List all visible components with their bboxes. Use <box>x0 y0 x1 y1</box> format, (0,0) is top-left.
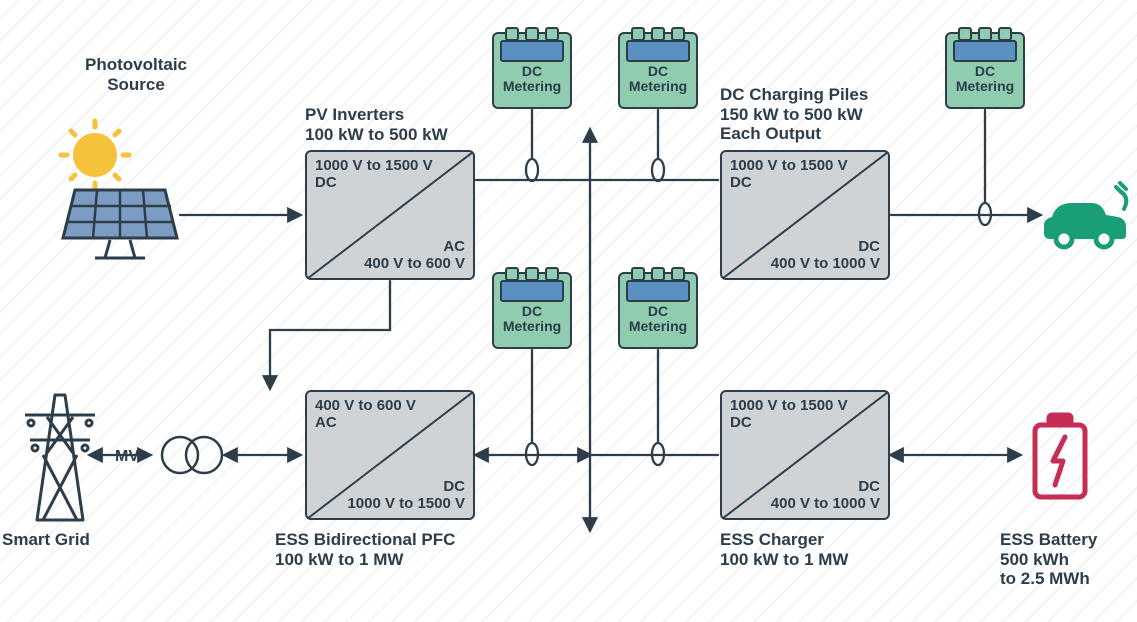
dc-meter-3-label: DC Metering <box>947 64 1023 93</box>
ess-pfc-box: 400 V to 600 V AC DC 1000 V to 1500 V <box>305 390 475 520</box>
pv-inverter-bot: AC 400 V to 600 V <box>364 239 465 272</box>
dc-piles-bot: DC 400 V to 1000 V <box>771 239 880 272</box>
dc-meter-5-label: DC Metering <box>620 304 696 333</box>
dc-meter-4-label: DC Metering <box>494 304 570 333</box>
ess-battery-label: ESS Battery 500 kWh to 2.5 MWh <box>1000 530 1097 589</box>
ess-charger-label: ESS Charger 100 kW to 1 MW <box>720 530 848 569</box>
transformer-icon <box>162 437 222 473</box>
pv-inverter-top: 1000 V to 1500 V DC <box>315 158 433 191</box>
ess-charger-box: 1000 V to 1500 V DC DC 400 V to 1000 V <box>720 390 890 520</box>
ess-pfc-label: ESS Bidirectional PFC 100 kW to 1 MW <box>275 530 455 569</box>
dc-meter-1: DC Metering <box>492 32 572 109</box>
dc-meter-4: DC Metering <box>492 272 572 349</box>
dc-meter-1-label: DC Metering <box>494 64 570 93</box>
dc-meter-5: DC Metering <box>618 272 698 349</box>
dc-piles-label: DC Charging Piles 150 kW to 500 kW Each … <box>720 85 868 144</box>
ess-pfc-bot: DC 1000 V to 1500 V <box>347 479 465 512</box>
smart-grid-label: Smart Grid <box>2 530 90 550</box>
ess-pfc-top: 400 V to 600 V AC <box>315 398 416 431</box>
battery-icon <box>1035 415 1085 497</box>
pv-panel-icon <box>63 190 177 258</box>
ess-charger-top: 1000 V to 1500 V DC <box>730 398 848 431</box>
pv-inverter-box: 1000 V to 1500 V DC AC 400 V to 600 V <box>305 150 475 280</box>
sun-icon <box>61 121 129 189</box>
pv-inverters-label: PV Inverters 100 kW to 500 kW <box>305 105 448 144</box>
dc-meter-3: DC Metering <box>945 32 1025 109</box>
pv-source-label: Photovoltaic Source <box>85 55 187 94</box>
dc-piles-top: 1000 V to 1500 V DC <box>730 158 848 191</box>
mv-label: MV <box>115 448 139 466</box>
dc-piles-box: 1000 V to 1500 V DC DC 400 V to 1000 V <box>720 150 890 280</box>
ess-charger-bot: DC 400 V to 1000 V <box>771 479 880 512</box>
tower-icon <box>25 395 95 520</box>
ev-car-icon <box>1044 183 1126 247</box>
dc-meter-2-label: DC Metering <box>620 64 696 93</box>
dc-meter-2: DC Metering <box>618 32 698 109</box>
